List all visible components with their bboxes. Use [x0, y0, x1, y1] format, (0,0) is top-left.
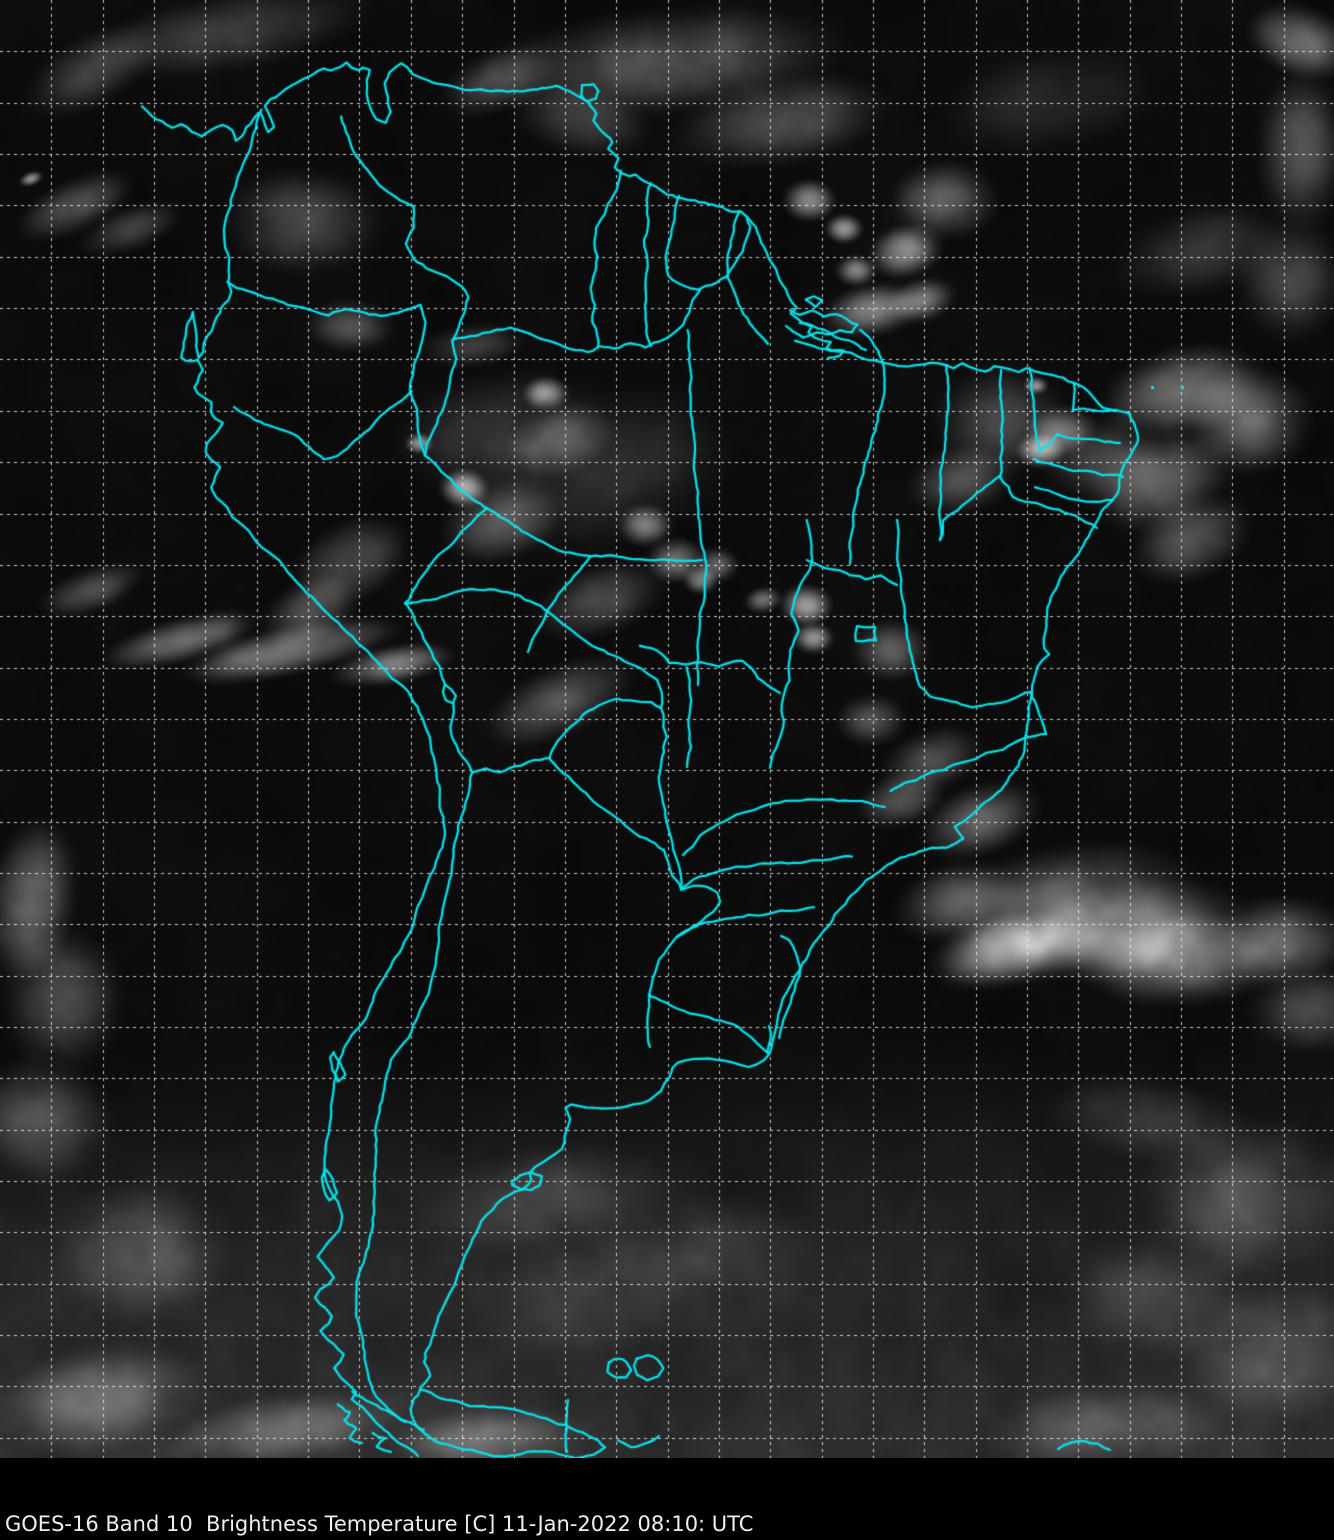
satellite-map-canvas	[0, 0, 1334, 1458]
caption-bar: GOES-16 Band 10 Brightness Temperature […	[0, 1458, 1334, 1540]
caption-text: GOES-16 Band 10 Brightness Temperature […	[5, 1512, 754, 1536]
